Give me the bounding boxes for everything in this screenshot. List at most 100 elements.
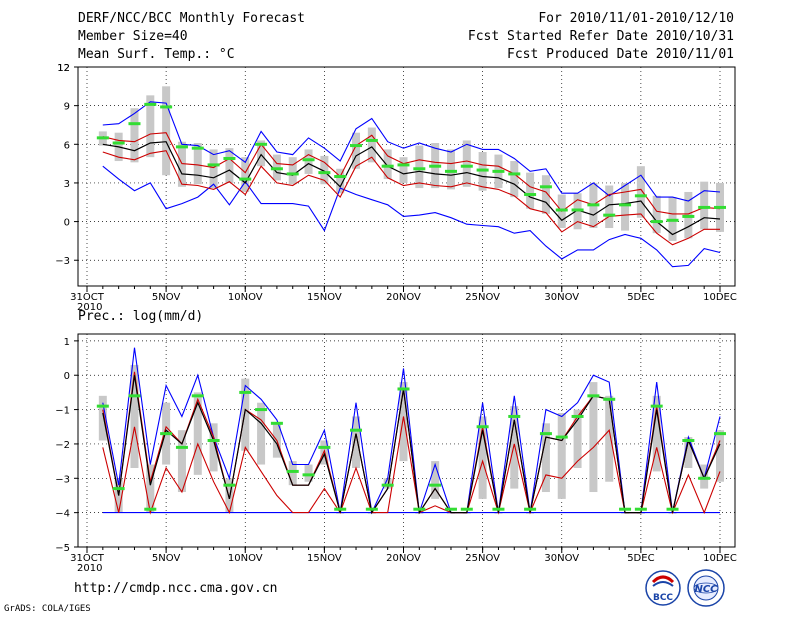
spread-box bbox=[257, 140, 266, 167]
y-tick-label: 0 bbox=[64, 371, 70, 382]
median-marker bbox=[112, 487, 125, 491]
median-marker bbox=[650, 220, 663, 224]
median-marker bbox=[587, 394, 600, 398]
spread-box bbox=[320, 155, 329, 185]
median-marker bbox=[476, 425, 489, 429]
spread-box bbox=[146, 464, 155, 513]
spread-box bbox=[225, 148, 234, 183]
median-marker bbox=[492, 507, 505, 511]
median-marker bbox=[365, 138, 378, 142]
spread-box bbox=[304, 149, 313, 174]
y-tick-label: 12 bbox=[57, 63, 70, 74]
x-tick-label: 31OCT bbox=[70, 292, 105, 303]
spread-box bbox=[383, 149, 392, 180]
spread-box bbox=[589, 382, 598, 493]
median-marker bbox=[682, 439, 695, 442]
median-marker bbox=[571, 414, 584, 418]
spread-box bbox=[399, 382, 408, 462]
median-marker bbox=[714, 432, 726, 436]
spread-box bbox=[130, 108, 139, 163]
median-marker bbox=[444, 507, 457, 511]
y-tick-label: −4 bbox=[55, 509, 70, 520]
temperature-title: Mean Surf. Temp.: °C bbox=[78, 47, 235, 62]
spread-box bbox=[541, 175, 550, 214]
y-tick-label: −2 bbox=[55, 440, 70, 451]
plot-frame bbox=[77, 66, 736, 287]
median-marker bbox=[128, 122, 141, 126]
median-marker bbox=[381, 164, 394, 168]
median-marker bbox=[413, 167, 426, 171]
spread-box bbox=[288, 157, 297, 185]
spread-box bbox=[209, 149, 218, 189]
median-marker bbox=[160, 432, 173, 436]
y-tick-label: 0 bbox=[64, 218, 70, 229]
median-marker bbox=[112, 141, 125, 145]
spread-box bbox=[241, 157, 250, 192]
ensemble-mean-line bbox=[102, 141, 721, 236]
median-marker bbox=[460, 164, 473, 168]
forecast-produced-date: Fcst Produced Date 2010/11/01 bbox=[507, 47, 734, 62]
median-marker bbox=[698, 476, 711, 480]
spread-box bbox=[431, 461, 440, 499]
spread-box bbox=[415, 145, 424, 189]
median-marker bbox=[318, 171, 331, 175]
median-marker bbox=[603, 397, 616, 401]
median-marker bbox=[666, 218, 679, 222]
median-marker bbox=[524, 193, 537, 197]
x-tick-label: 15NOV bbox=[307, 553, 342, 564]
spread-box bbox=[257, 402, 266, 465]
y-tick-label: 1 bbox=[64, 337, 70, 348]
y-tick-label: 6 bbox=[64, 140, 70, 151]
spread-box bbox=[716, 430, 724, 482]
median-marker bbox=[175, 145, 188, 149]
y-tick-label: 3 bbox=[64, 179, 70, 190]
median-marker bbox=[555, 208, 568, 212]
median-marker bbox=[302, 158, 315, 162]
x-tick-label: 15NOV bbox=[307, 292, 342, 303]
spread-box bbox=[336, 168, 345, 194]
median-marker bbox=[350, 144, 363, 148]
median-marker bbox=[429, 164, 442, 168]
spread-box bbox=[304, 464, 313, 482]
spread-box bbox=[510, 161, 519, 198]
median-marker bbox=[476, 168, 489, 172]
max-line bbox=[102, 101, 721, 202]
x-tick-label: 30NOV bbox=[544, 553, 579, 564]
x-tick-label: 10DEC bbox=[703, 292, 737, 303]
spread-box bbox=[146, 95, 155, 158]
spread-box bbox=[241, 378, 250, 451]
spread-box bbox=[130, 364, 139, 468]
median-marker bbox=[191, 146, 204, 150]
min-line bbox=[102, 165, 721, 268]
median-marker bbox=[413, 507, 426, 511]
median-marker bbox=[539, 185, 552, 189]
median-marker bbox=[286, 469, 299, 473]
median-marker bbox=[714, 205, 726, 209]
ncc-logo: NCC bbox=[687, 569, 725, 607]
median-marker bbox=[239, 177, 252, 181]
x-tick-label: 31OCT bbox=[70, 553, 105, 564]
spread-box bbox=[573, 409, 582, 468]
source-url[interactable]: http://cmdp.ncc.cma.gov.cn bbox=[74, 581, 278, 596]
bcc-logo-text: BCC bbox=[653, 593, 673, 603]
max-line bbox=[102, 347, 721, 515]
median-marker bbox=[334, 507, 347, 511]
median-marker bbox=[144, 102, 157, 106]
x-tick-label: 10DEC bbox=[703, 553, 737, 564]
median-marker bbox=[144, 507, 157, 511]
median-marker bbox=[666, 507, 679, 511]
median-marker bbox=[175, 445, 188, 449]
median-marker bbox=[634, 507, 647, 511]
median-marker bbox=[334, 175, 347, 178]
median-marker bbox=[634, 194, 647, 198]
spread-box bbox=[209, 423, 218, 472]
median-marker bbox=[381, 483, 394, 487]
y-tick-label: −3 bbox=[55, 256, 70, 267]
median-marker bbox=[508, 414, 521, 418]
median-marker bbox=[444, 169, 457, 173]
median-marker bbox=[160, 105, 173, 109]
median-marker bbox=[191, 394, 204, 398]
x-tick-year-label: 2010 bbox=[77, 302, 102, 313]
